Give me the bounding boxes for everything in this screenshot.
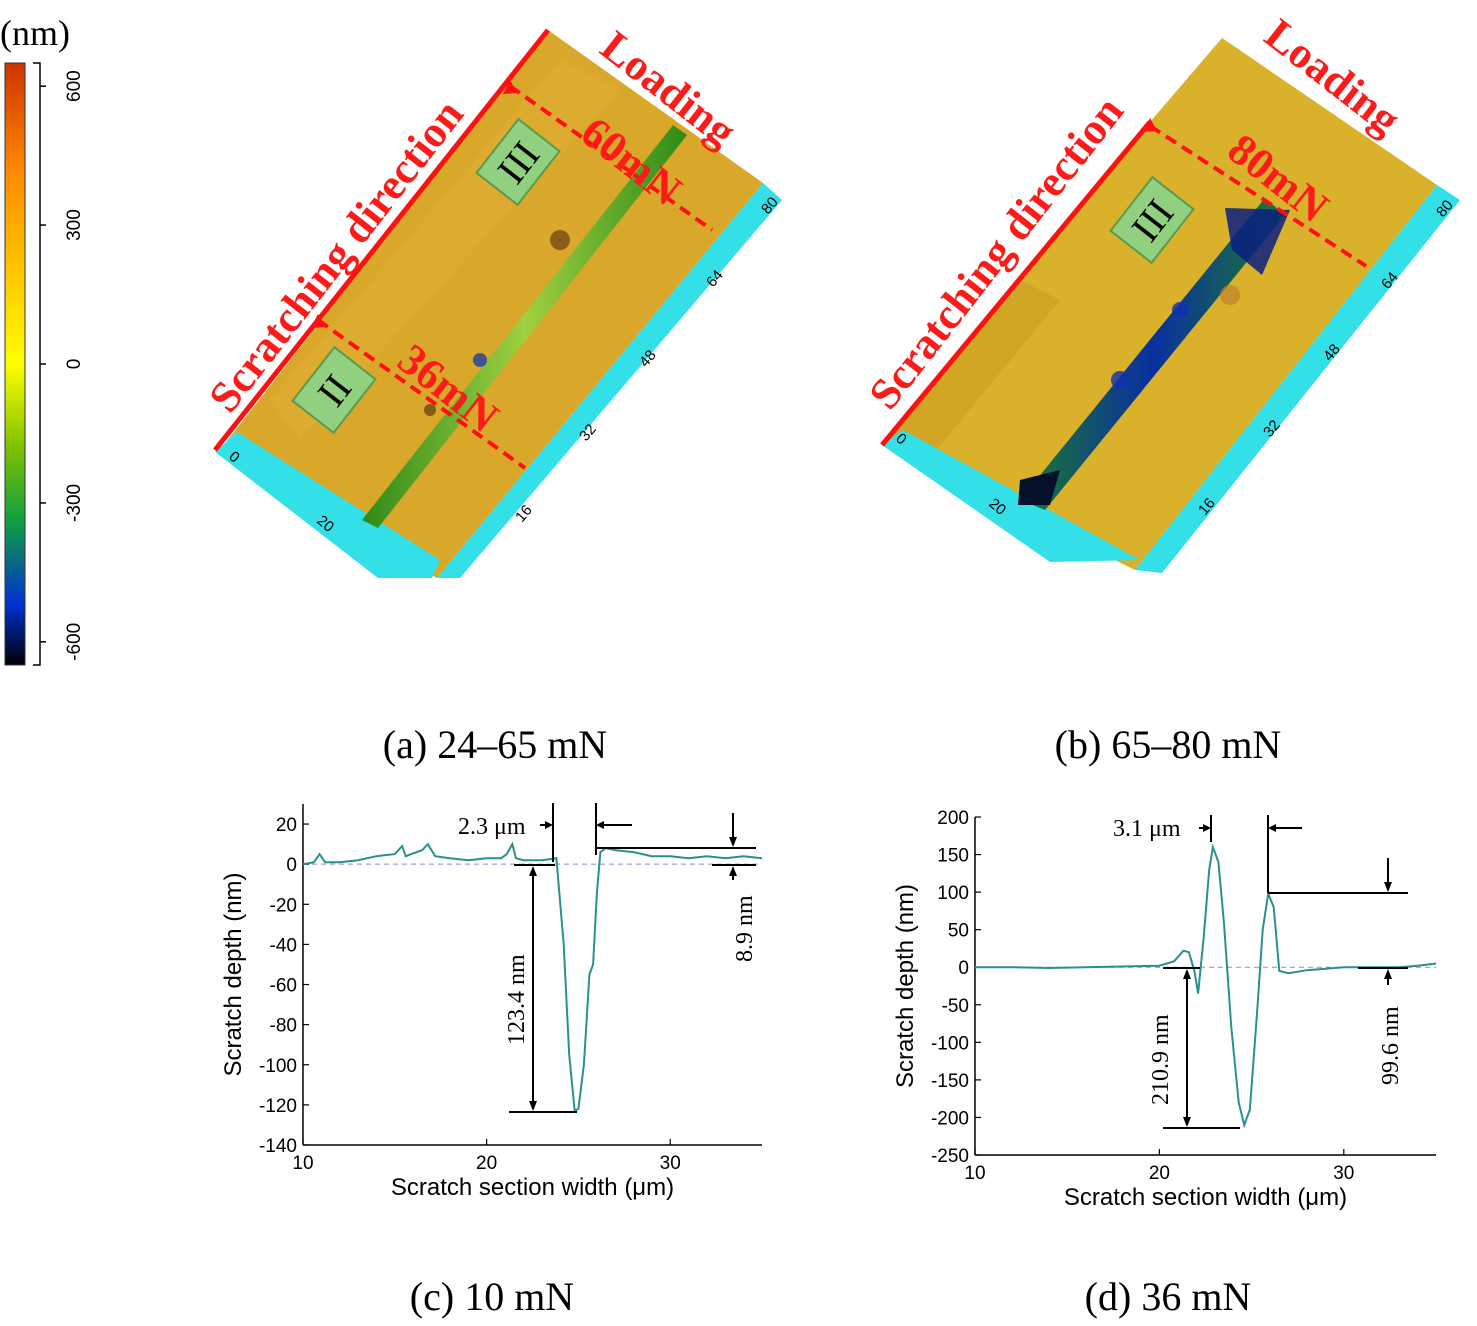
panel-c-ytick-label: -80 bbox=[270, 1016, 297, 1037]
colorbar-tick-label: -600 bbox=[64, 623, 85, 661]
panel-d-ytick-label: 150 bbox=[937, 846, 969, 867]
panel-a-load-line-high bbox=[508, 84, 714, 232]
colorbar-ticks: 600 300 0 -300 -600 bbox=[40, 70, 85, 661]
panel-d-width-label: 3.1 μm bbox=[1113, 816, 1181, 842]
panel-a-map: Scratching direction Loading 60mN 36mN I… bbox=[199, 21, 782, 578]
panel-b-caption: (b) 65–80 mN bbox=[1055, 722, 1282, 767]
panel-c-ytick-label: -140 bbox=[259, 1136, 297, 1157]
panel-a-direction-line bbox=[213, 28, 550, 452]
panel-c-depth-label: 123.4 nm bbox=[504, 954, 530, 1045]
panel-d-ytick-label: -150 bbox=[931, 1071, 969, 1092]
panel-c-ylabel: Scratch depth (nm) bbox=[220, 872, 247, 1076]
panel-b-surface bbox=[882, 38, 1437, 570]
panel-c-ytick-label: 20 bbox=[276, 815, 297, 836]
panel-c-xlabel: Scratch section width (μm) bbox=[391, 1174, 674, 1201]
panel-b-scale-bottom bbox=[882, 430, 1140, 562]
panel-d-depth-label: 210.9 nm bbox=[1148, 1014, 1174, 1105]
panel-d-ytick-label: -200 bbox=[931, 1108, 969, 1129]
panel-d-xtick-label: 30 bbox=[1333, 1163, 1354, 1184]
panel-c-ytick-label: 0 bbox=[286, 855, 297, 876]
panel-d-ytick-label: 0 bbox=[958, 958, 969, 979]
colorbar: (nm) 600 300 0 -300 -600 bbox=[0, 13, 85, 666]
panel-d-ylabel: Scratch depth (nm) bbox=[892, 884, 919, 1088]
panel-a-scale-right bbox=[437, 183, 782, 578]
panel-d-xtick-label: 10 bbox=[964, 1163, 985, 1184]
panel-d-xtick-label: 20 bbox=[1149, 1163, 1170, 1184]
panel-d-ytick-label: 200 bbox=[937, 808, 969, 829]
panel-a-caption: (a) 24–65 mN bbox=[383, 722, 607, 767]
panel-b-load-line bbox=[1148, 124, 1368, 268]
panel-b-direction-line bbox=[880, 120, 1152, 447]
panel-a-load-line-low bbox=[316, 318, 527, 470]
panel-b-scratch bbox=[1020, 198, 1285, 510]
panel-c-ytick-label: -100 bbox=[259, 1056, 297, 1077]
colorbar-tick-label: 300 bbox=[64, 209, 85, 241]
panel-d-ytick-label: -50 bbox=[942, 996, 969, 1017]
panel-d-xlabel: Scratch section width (μm) bbox=[1064, 1184, 1347, 1211]
panel-d-series-line bbox=[975, 843, 1437, 1129]
panel-c-xtick-label: 30 bbox=[660, 1153, 681, 1174]
colorbar-tick-label: -300 bbox=[64, 484, 85, 522]
colorbar-tick-label: 0 bbox=[64, 359, 85, 370]
panel-c-ytick-label: -120 bbox=[259, 1096, 297, 1117]
panel-c-xtick-label: 10 bbox=[292, 1153, 313, 1174]
panel-c-ytick-label: -20 bbox=[270, 895, 297, 916]
colorbar-axis bbox=[33, 62, 41, 666]
panel-d-annotations bbox=[1163, 815, 1408, 1129]
colorbar-gradient bbox=[4, 62, 26, 666]
panel-c-ytick-label: -40 bbox=[270, 935, 297, 956]
panel-d-ytick-label: 100 bbox=[937, 883, 969, 904]
panel-d-ytick-label: 50 bbox=[948, 921, 969, 942]
panel-a-region-low-box: II bbox=[291, 345, 377, 435]
panel-c-width-label: 2.3 μm bbox=[458, 814, 526, 840]
panel-c-xtick-label: 20 bbox=[476, 1153, 497, 1174]
panel-a-scale-bottom bbox=[215, 432, 440, 578]
colorbar-unit: (nm) bbox=[0, 13, 70, 53]
panel-a-scratch bbox=[362, 125, 687, 528]
panel-d-ytick-label: -100 bbox=[931, 1033, 969, 1054]
panel-a-surface bbox=[220, 30, 763, 578]
panel-b-scale-right bbox=[1135, 185, 1460, 573]
panel-c-ytick-label: -60 bbox=[270, 976, 297, 997]
panel-c-annotations bbox=[509, 803, 756, 1113]
panel-d-pileup-label: 99.6 nm bbox=[1378, 1006, 1404, 1085]
panel-c-series-line bbox=[302, 841, 763, 1113]
panel-c-pileup-label: 8.9 nm bbox=[732, 895, 758, 962]
panel-b-map: Scratching direction Loading 80mN III 80… bbox=[859, 9, 1460, 573]
panel-c-caption: (c) 10 mN bbox=[410, 1274, 574, 1319]
panel-d-ytick-label: -250 bbox=[931, 1146, 969, 1167]
panel-d-caption: (d) 36 mN bbox=[1085, 1274, 1252, 1319]
colorbar-tick-label: 600 bbox=[64, 70, 85, 102]
